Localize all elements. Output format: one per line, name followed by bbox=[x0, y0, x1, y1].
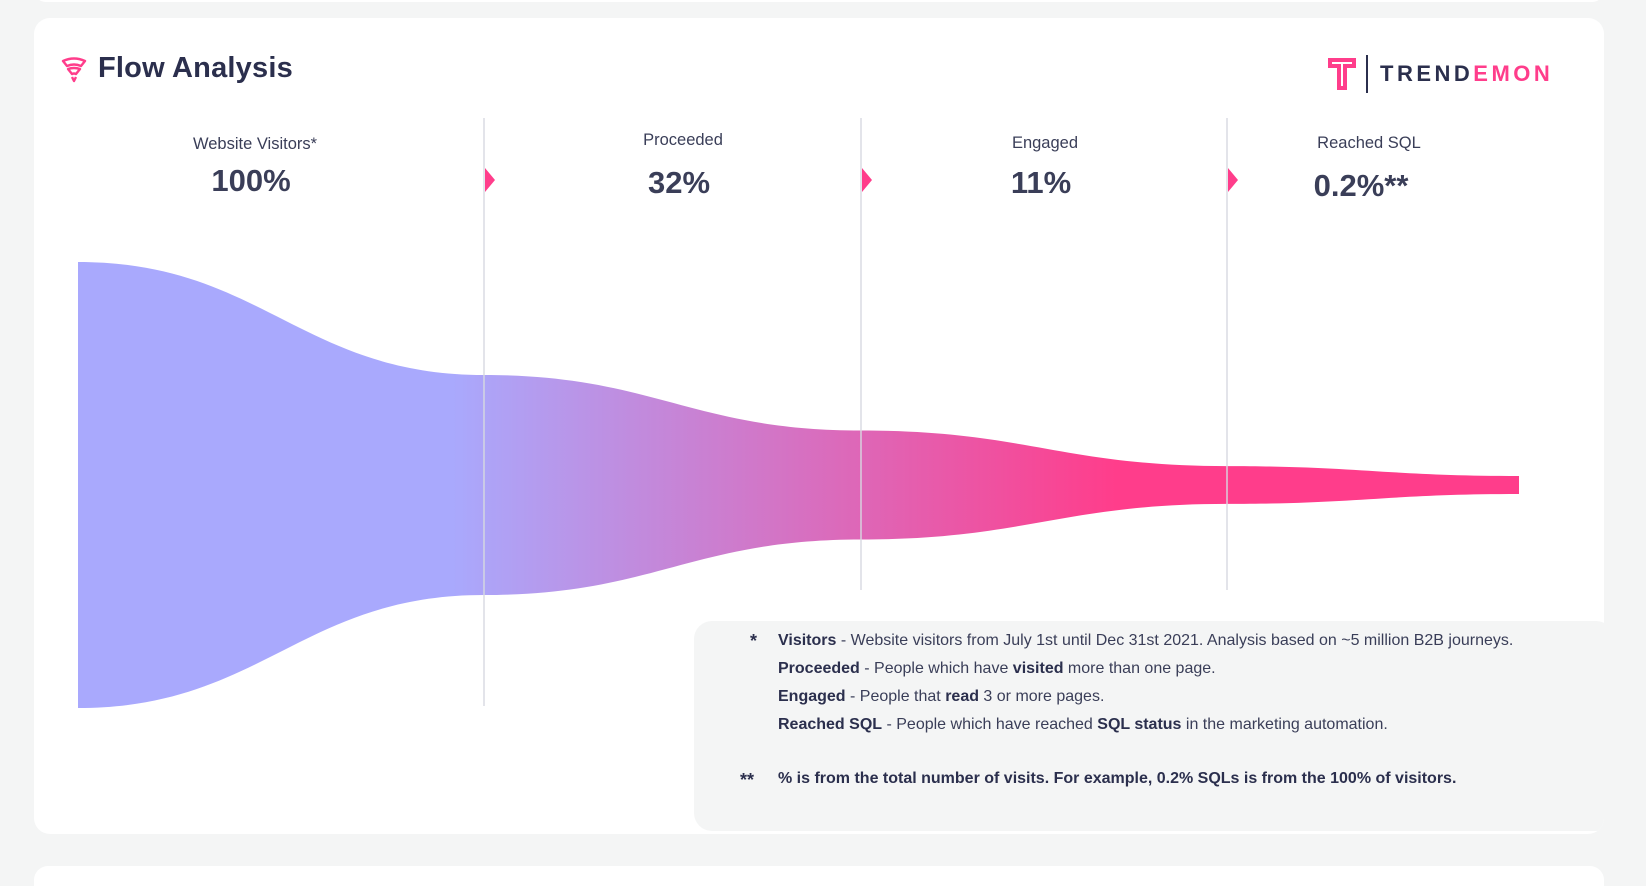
stage-value: 32% bbox=[647, 165, 711, 200]
stage-label: Reached SQL bbox=[1317, 134, 1421, 152]
stage-value: 11% bbox=[1010, 165, 1072, 200]
note-text: - People that bbox=[845, 688, 946, 705]
stage-value: 100% bbox=[211, 163, 291, 198]
note-proceeded: Proceeded - People which have visited mo… bbox=[778, 660, 1216, 678]
notes-panel: * Visitors - Website visitors from July … bbox=[694, 621, 1604, 831]
logo-word-trend: TREND bbox=[1380, 61, 1474, 86]
note-engaged: Engaged - People that read 3 or more pag… bbox=[778, 688, 1104, 706]
note-reached-sql: Reached SQL - People which have reached … bbox=[778, 716, 1388, 734]
note-footnote: % is from the total number of visits. Fo… bbox=[778, 770, 1456, 788]
note-bold: read bbox=[945, 688, 979, 705]
note-term: Visitors bbox=[778, 632, 837, 649]
note-bold: visited bbox=[1012, 660, 1064, 677]
note-footnote-text: % is from the total number of visits. Fo… bbox=[778, 770, 1457, 787]
stage-arrow-icon bbox=[1228, 168, 1238, 192]
stage-value: 0.2%** bbox=[1313, 168, 1409, 203]
funnel-chart bbox=[78, 118, 1519, 708]
funnel-icon bbox=[61, 56, 87, 82]
previous-card-edge bbox=[34, 0, 1604, 2]
note-visitors: Visitors - Website visitors from July 1s… bbox=[778, 632, 1513, 650]
note-text: more than one page. bbox=[1063, 660, 1216, 677]
logo-separator bbox=[1366, 55, 1368, 93]
note-text: - People which have reached bbox=[882, 716, 1098, 733]
stage-arrow-icon bbox=[862, 168, 872, 192]
note-double-asterisk: ** bbox=[740, 770, 755, 790]
trendemon-logo-icon bbox=[1328, 58, 1356, 90]
trendemon-logo: TREND EMON bbox=[1326, 54, 1553, 94]
note-text: - Website visitors from July 1st until D… bbox=[836, 632, 1514, 649]
stage-label: Website Visitors* bbox=[192, 135, 318, 153]
card-header: Flow Analysis bbox=[60, 52, 293, 85]
note-text: 3 or more pages. bbox=[978, 688, 1105, 705]
note-text: - People which have bbox=[859, 660, 1013, 677]
note-term: Engaged bbox=[778, 688, 846, 705]
next-card-edge bbox=[34, 866, 1604, 886]
note-text: in the marketing automation. bbox=[1181, 716, 1388, 733]
funnel-flow-area bbox=[78, 262, 1519, 708]
stage-label: Engaged bbox=[1011, 134, 1079, 152]
note-bold: SQL status bbox=[1097, 716, 1182, 733]
stage-label: Proceeded bbox=[643, 131, 723, 149]
note-term: Proceeded bbox=[778, 660, 860, 677]
flow-analysis-card: Flow Analysis TREND EMON * Visitors - Web… bbox=[34, 18, 1604, 834]
logo-word-emon: EMON bbox=[1473, 61, 1554, 86]
note-asterisk: * bbox=[750, 631, 758, 651]
stage-arrow-icon bbox=[485, 168, 495, 192]
card-title: Flow Analysis bbox=[98, 52, 293, 84]
note-term: Reached SQL bbox=[778, 716, 883, 733]
